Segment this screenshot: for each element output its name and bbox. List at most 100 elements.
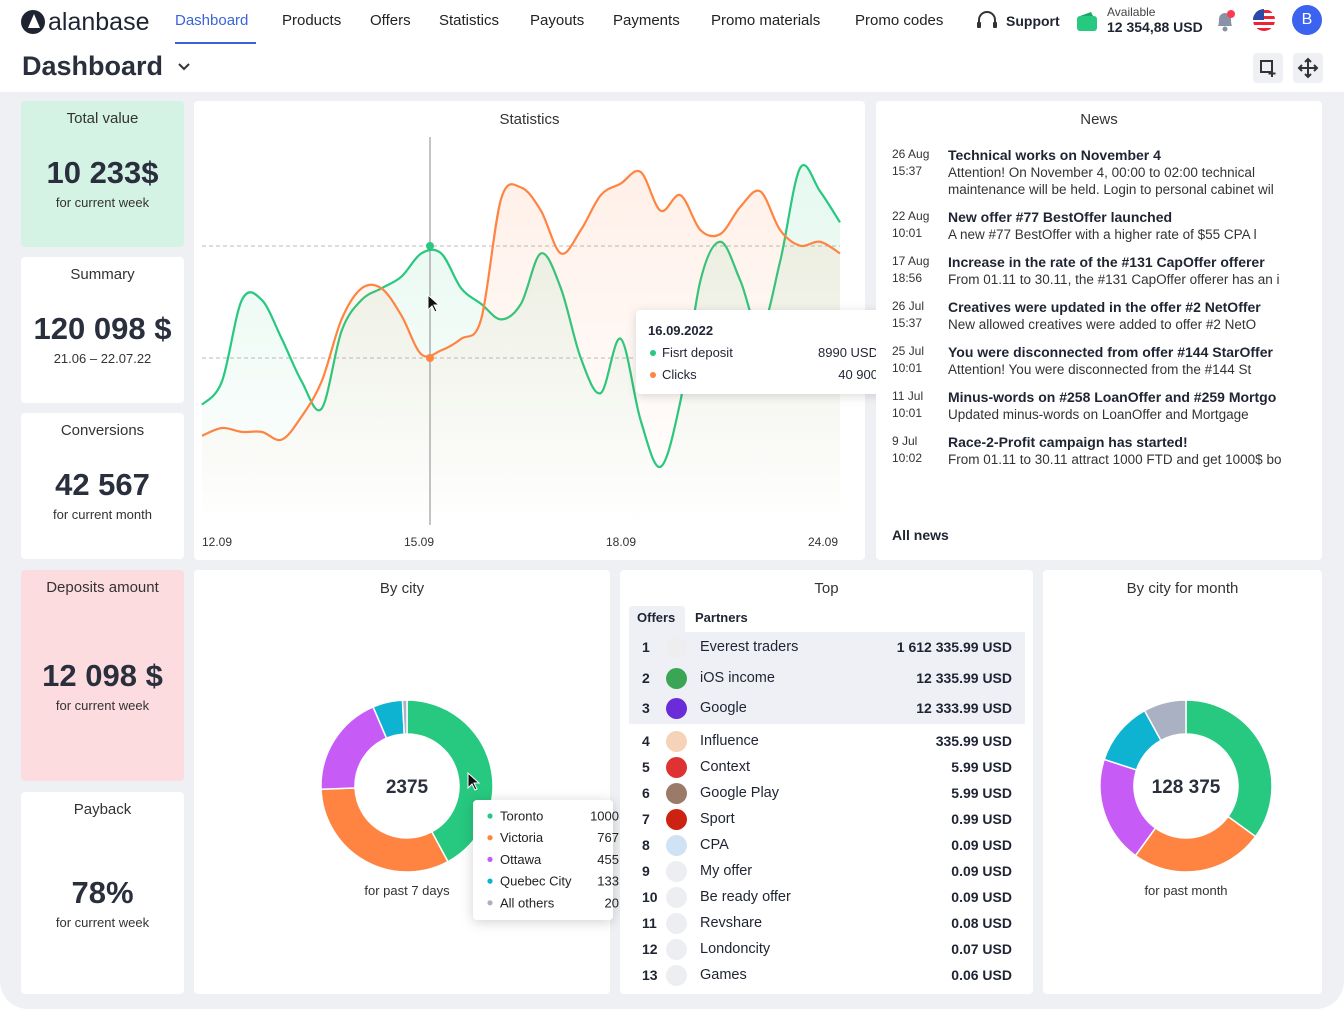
news-body: Race-2-Profit campaign has started! From … <box>948 433 1304 468</box>
date: 9 Jul <box>892 434 918 448</box>
kpi-title: Summary <box>70 266 135 283</box>
donut-segment <box>1134 815 1257 873</box>
offer-value: 0.09 USD <box>951 837 1012 853</box>
title-chevron[interactable] <box>177 60 191 74</box>
offer-name: Google Play <box>700 785 779 801</box>
flag-icon[interactable] <box>1252 8 1276 32</box>
rank: 5 <box>642 759 650 775</box>
offer-value: 12 333.99 USD <box>916 700 1012 716</box>
offer-avatar <box>666 667 687 689</box>
offer-value: 0.09 USD <box>951 863 1012 879</box>
news-title: Race-2-Profit campaign has started! <box>948 434 1188 450</box>
date: 22 Aug <box>892 209 930 223</box>
nav-item[interactable]: Payouts <box>530 12 585 29</box>
offer-avatar <box>666 757 687 778</box>
nav-item[interactable]: Dashboard <box>175 12 249 29</box>
offer-name: Be ready offer <box>700 889 791 905</box>
cursor-dot <box>426 354 434 362</box>
offer-name: Everest traders <box>700 639 799 655</box>
kpi-caption: for current week <box>55 194 150 210</box>
offer-avatar <box>666 939 687 960</box>
nav-item[interactable]: Statistics <box>439 12 500 29</box>
rank: 11 <box>642 915 657 931</box>
legend-value: 133 <box>597 874 619 889</box>
kpi-value: 10 233$ <box>46 154 159 190</box>
news-text: From 01.11 to 30.11 attract 1000 FTD and… <box>948 452 1282 467</box>
news-date: 25 Jul 10:01 <box>892 343 948 378</box>
support[interactable]: Support <box>1006 13 1060 29</box>
balance: 12 354,88 USD <box>1107 19 1203 35</box>
all-news-link[interactable]: All news <box>892 527 949 543</box>
news-date: 9 Jul 10:02 <box>892 433 948 468</box>
time: 10:01 <box>892 226 923 240</box>
news-body: Creatives were updated in the offer #2 N… <box>948 298 1304 333</box>
avatar[interactable]: B <box>1292 5 1322 35</box>
add-widget-button[interactable] <box>1253 53 1283 83</box>
news-list: 26 Aug 15:37 Technical works on November 4… <box>892 146 1312 478</box>
news-item: 26 Jul 15:37 Creatives were updated in the… <box>892 298 1312 333</box>
x-tick-label: 12.09 <box>202 535 232 549</box>
offer-name: Google <box>700 700 747 716</box>
move-button[interactable] <box>1293 53 1323 83</box>
nav-item[interactable]: Products <box>282 12 342 29</box>
rank: 1 <box>642 639 650 655</box>
time: 10:01 <box>892 361 923 375</box>
tooltip-series: Clicks <box>662 367 697 382</box>
kpi-title: Payback <box>73 801 132 818</box>
offer-name: Sport <box>700 811 735 827</box>
nav-item[interactable]: Promo materials <box>711 12 821 29</box>
offer-avatar <box>666 835 687 856</box>
news-title: Technical works on November 4 <box>948 147 1161 163</box>
wallet-icon <box>1077 12 1097 31</box>
time: 18:56 <box>892 271 923 285</box>
mouse-cursor <box>427 293 441 313</box>
bell-icon[interactable] <box>1214 9 1236 33</box>
kpi-value: 78% <box>71 875 134 911</box>
offer-avatar <box>666 783 687 804</box>
mouse-cursor <box>467 771 481 791</box>
legend-dot <box>650 372 656 378</box>
news-body: Minus-words on #258 LoanOffer and #259 M… <box>948 388 1304 423</box>
tab[interactable]: Offers <box>637 610 676 625</box>
rank: 6 <box>642 785 650 801</box>
news-date: 26 Jul 15:37 <box>892 298 948 333</box>
offer-name: Influence <box>700 733 759 749</box>
news-date: 17 Aug 18:56 <box>892 253 948 288</box>
card-title: By city for month <box>1126 580 1239 597</box>
offer-name: Games <box>700 967 747 983</box>
news-text: New allowed creatives were added to offe… <box>948 317 1257 332</box>
legend-dot <box>487 856 493 862</box>
donut-segment <box>1143 699 1187 742</box>
kpi-card: Conversions 42 567 for current month <box>21 413 184 559</box>
kpi-card: Total value 10 233$ for current week <box>21 101 184 247</box>
news-item: 25 Jul 10:01 You were disconnected from of… <box>892 343 1312 378</box>
kpi-title: Total value <box>66 110 139 127</box>
nav-item[interactable]: Offers <box>370 12 411 29</box>
by-city-card: By city <box>194 570 610 994</box>
kpi-card: Payback 78% for current week <box>21 792 184 994</box>
offer-name: Revshare <box>700 915 763 931</box>
offer-avatar <box>666 861 687 882</box>
line-series <box>201 169 841 442</box>
kpi-title: Conversions <box>60 422 145 439</box>
news-item: 17 Aug 18:56 Increase in the rate of the #… <box>892 253 1312 288</box>
tab[interactable]: Partners <box>695 610 748 625</box>
offer-avatar <box>666 809 687 830</box>
legend-label: Victoria <box>500 830 544 845</box>
legend-value: 1000 <box>590 809 619 824</box>
news-text: A new #77 BestOffer with a higher rate o… <box>948 227 1257 242</box>
kpi-caption: for current week <box>55 915 150 931</box>
news-date: 22 Aug 10:01 <box>892 208 948 243</box>
nav-item[interactable]: Promo codes <box>855 12 944 29</box>
donut-caption: for past 7 days <box>364 883 450 898</box>
rank: 4 <box>642 733 650 749</box>
legend-label: Ottawa <box>500 852 542 867</box>
news-date: 26 Aug 15:37 <box>892 146 948 198</box>
legend-label: Quebec City <box>500 874 572 889</box>
nav-underline <box>175 42 256 44</box>
legend-label: Toronto <box>500 809 543 824</box>
nav-item[interactable]: Payments <box>613 12 680 29</box>
kpi-caption: for current month <box>53 506 152 522</box>
offer-name: My offer <box>700 863 753 879</box>
